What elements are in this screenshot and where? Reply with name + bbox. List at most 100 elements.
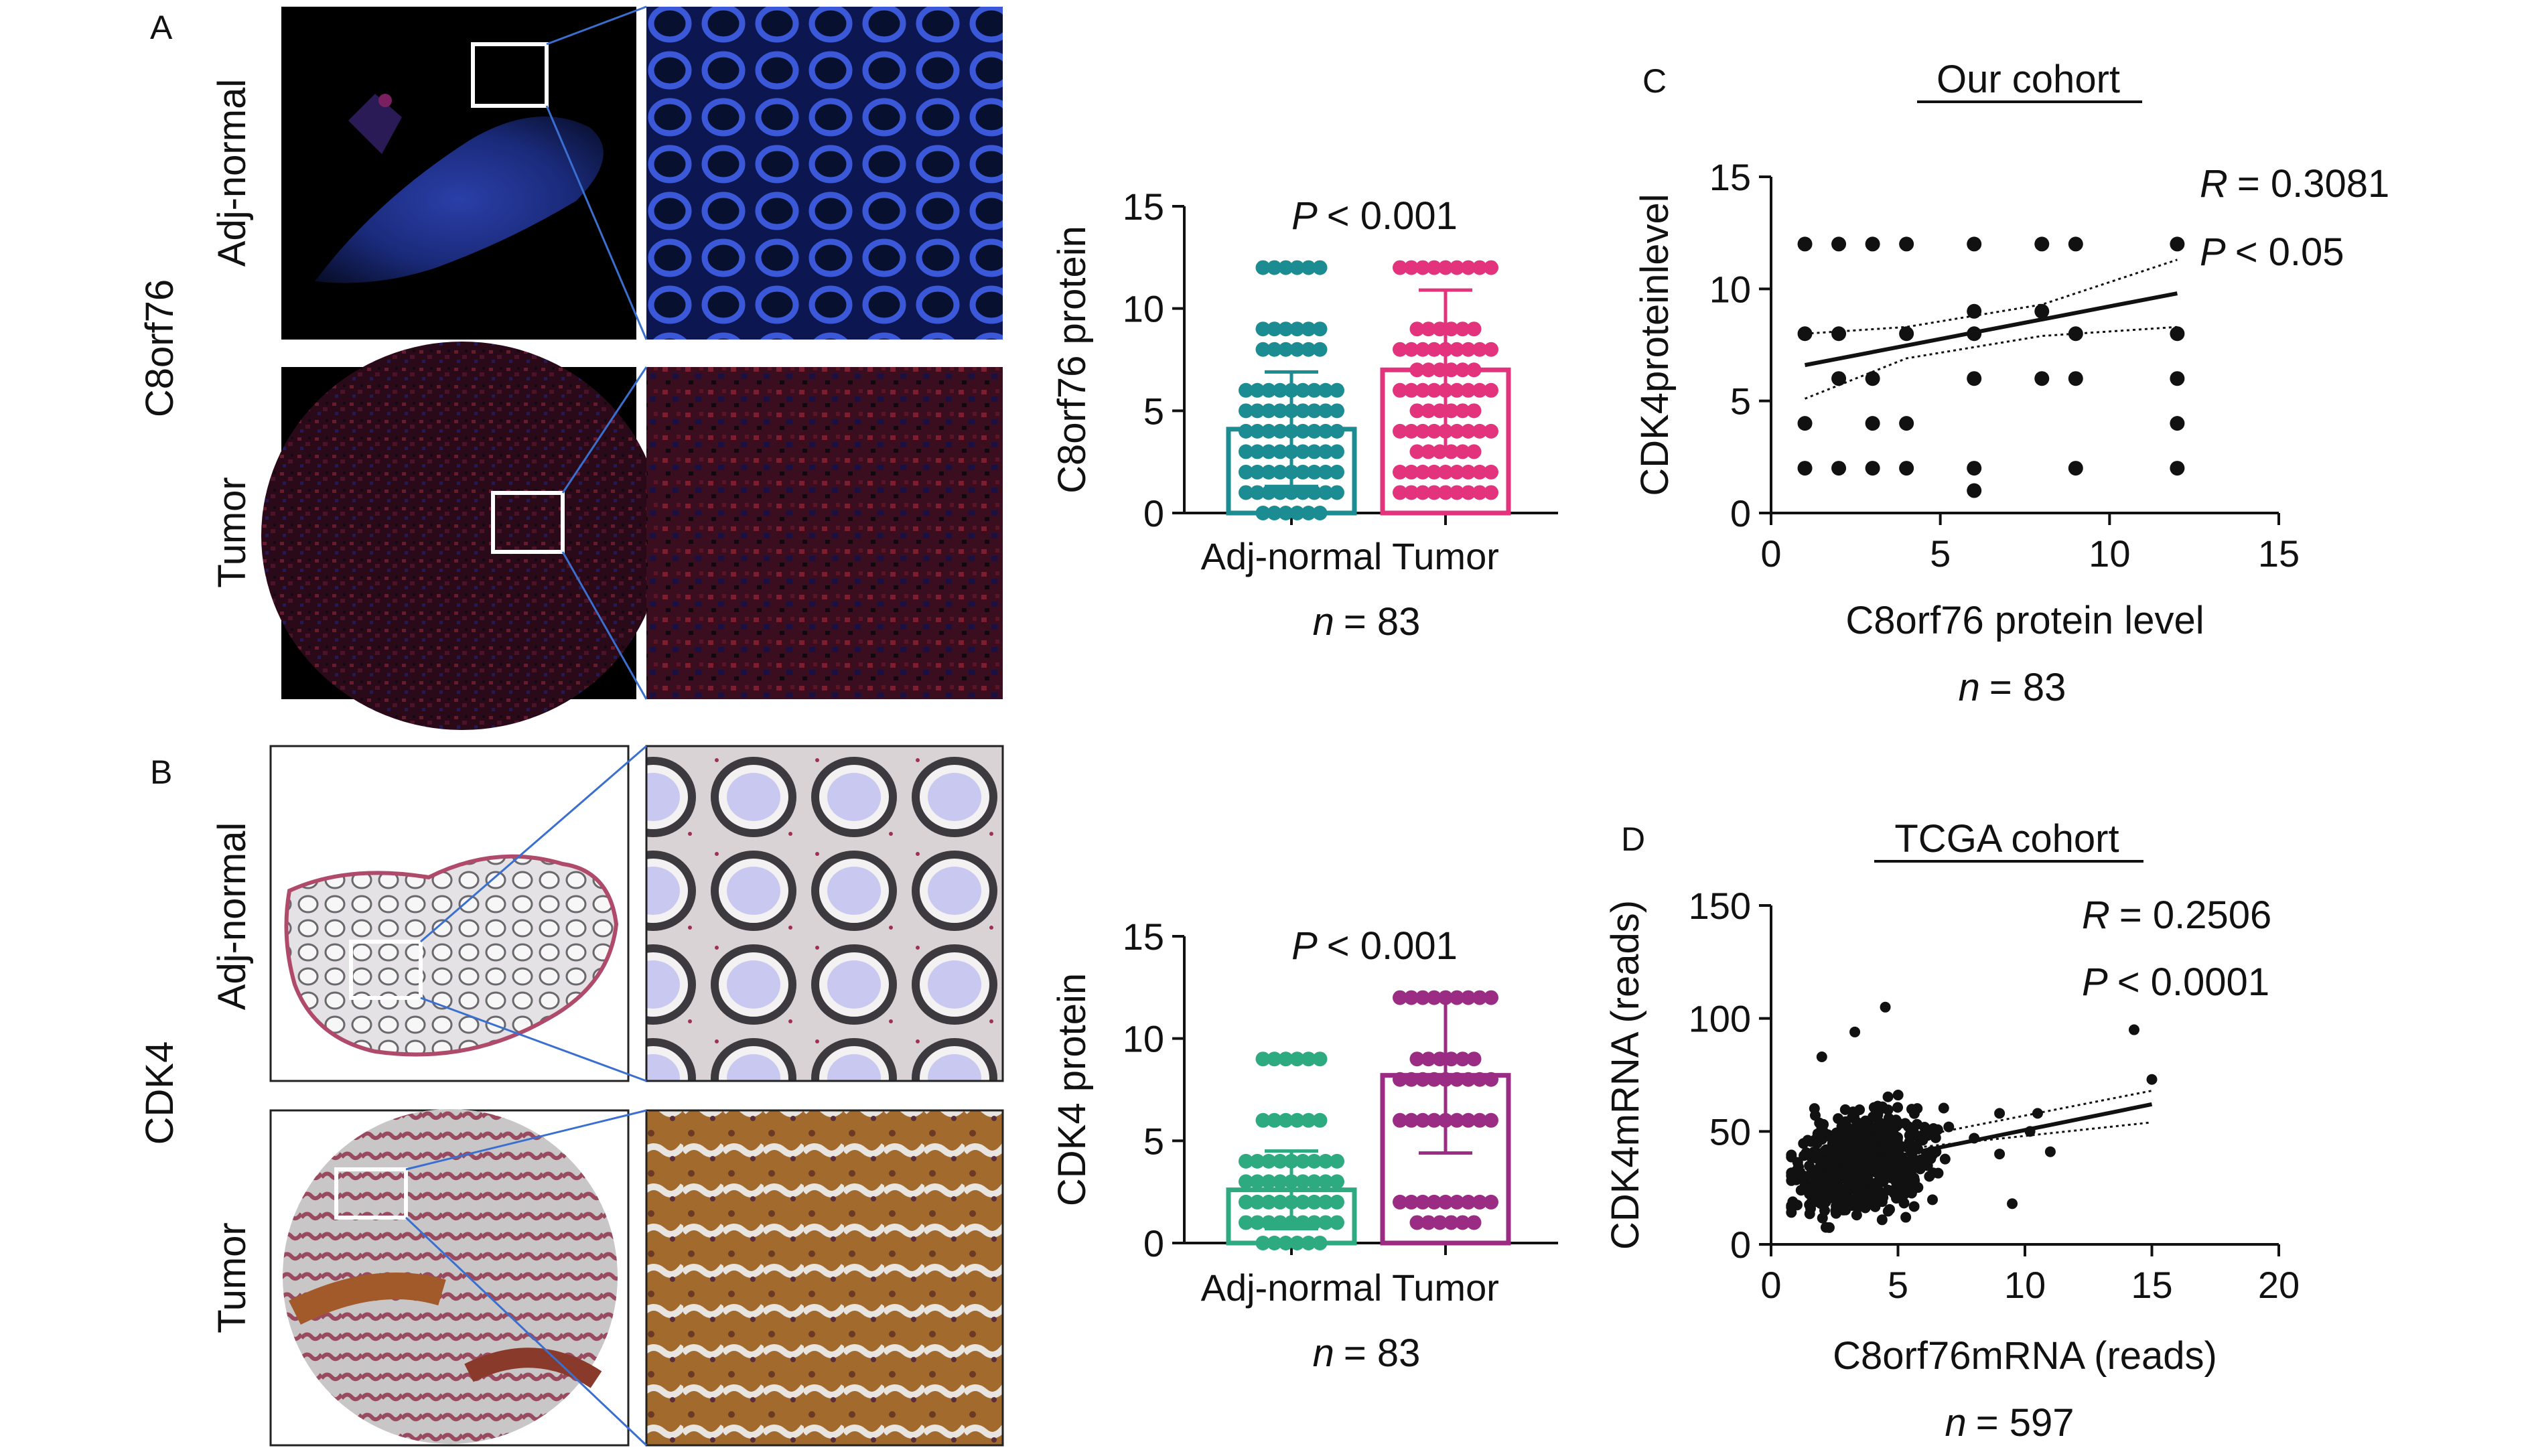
- data-point: [2034, 371, 2050, 386]
- data-point: [1892, 1090, 1904, 1101]
- data-point: [1330, 464, 1344, 480]
- y-tick-label: 10: [1123, 288, 1164, 330]
- data-point: [1404, 423, 1419, 439]
- panel-a-row-label-normal: Adj-normal: [210, 79, 254, 267]
- data-point: [1261, 1174, 1276, 1189]
- data-point: [1797, 416, 1813, 431]
- data-point: [1450, 342, 1464, 357]
- data-point: [1450, 1112, 1464, 1128]
- ci-lower-line: [1804, 325, 2178, 400]
- data-point: [1427, 260, 1441, 275]
- data-point: [1421, 403, 1436, 419]
- svg-text:R= 0.2506: R = 0.2506: [2082, 893, 2271, 937]
- data-point: [1318, 1174, 1333, 1189]
- data-point: [1466, 403, 1482, 419]
- data-point: [1307, 444, 1322, 459]
- data-point: [1261, 382, 1276, 398]
- data-point: [1880, 1141, 1891, 1152]
- y-tick-label: 10: [1709, 268, 1751, 310]
- data-point: [1877, 1161, 1888, 1172]
- data-point: [1330, 1215, 1344, 1230]
- data-point: [1318, 382, 1333, 398]
- data-point: [2170, 461, 2185, 476]
- data-point: [1450, 464, 1464, 480]
- data-point: [2068, 236, 2083, 252]
- data-point: [1318, 464, 1333, 480]
- data-point: [1255, 342, 1271, 357]
- data-point: [1307, 1215, 1322, 1230]
- data-point: [1930, 1132, 1941, 1143]
- panel-d-letter: D: [1621, 820, 1645, 858]
- panel-c-n-label: n: [1959, 666, 1980, 709]
- data-point: [1415, 464, 1430, 480]
- data-point: [1444, 362, 1459, 378]
- data-point: [1393, 464, 1407, 480]
- y-tick-label: 0: [1143, 1222, 1164, 1264]
- data-point: [1455, 1051, 1470, 1067]
- data-point: [1301, 1112, 1316, 1128]
- data-point: [1404, 1072, 1419, 1087]
- micrograph-a-tumor-zoom: [646, 367, 1003, 699]
- data-point: [1484, 1072, 1498, 1087]
- y-tick-label: 15: [1709, 156, 1751, 198]
- data-point: [1404, 382, 1419, 398]
- panel-d-stats: R = 0.2506 P < 0.0001 n = 597: [1945, 893, 2271, 1445]
- data-point: [1239, 382, 1253, 398]
- data-point: [1273, 423, 1287, 439]
- data-point: [1278, 342, 1293, 357]
- panel-b-row-label-tumor: Tumor: [210, 1222, 254, 1333]
- data-point: [1415, 260, 1430, 275]
- data-point: [1865, 461, 1880, 476]
- data-point: [1810, 1134, 1821, 1145]
- data-point: [1466, 444, 1482, 459]
- data-point: [1261, 485, 1276, 500]
- data-point: [2170, 371, 2185, 386]
- data-point: [1797, 236, 1813, 252]
- data-point: [1278, 260, 1293, 275]
- data-point: [1819, 1205, 1830, 1216]
- data-point: [1301, 260, 1316, 275]
- data-point: [1393, 260, 1407, 275]
- micrograph-b-tumor-overview: [269, 1109, 630, 1447]
- data-point: [1438, 485, 1453, 500]
- data-point: [1415, 1194, 1430, 1210]
- regression-line: [1804, 291, 2178, 368]
- data-point: [1261, 1215, 1276, 1230]
- bar-b-p-label: P: [1291, 924, 1318, 968]
- data-point: [1484, 1194, 1498, 1210]
- data-point: [1427, 382, 1441, 398]
- bar-b-stats: P < 0.001 n = 83: [1291, 924, 1458, 1375]
- ci-upper-line: [1805, 259, 2178, 335]
- data-point: [1427, 1194, 1441, 1210]
- data-point: [1899, 461, 1914, 476]
- data-point: [1261, 444, 1276, 459]
- data-point: [1427, 485, 1441, 500]
- data-point: [1484, 342, 1498, 357]
- bar-chart-c8orf76: 0 5 10 15 C8orf76 protein Adj-normal Tumor: [1050, 186, 1558, 577]
- data-point: [1239, 1194, 1253, 1210]
- data-point: [1816, 1051, 1827, 1063]
- x-axis-title: C8orf76mRNA (reads): [1833, 1334, 2217, 1378]
- data-point: [1472, 1112, 1487, 1128]
- bar-a-p-value: < 0.001: [1327, 194, 1458, 238]
- data-point: [1432, 1051, 1448, 1067]
- data-point: [1865, 236, 1880, 252]
- data-point: [1239, 1153, 1253, 1169]
- micrograph-a-tumor-overview: [261, 342, 663, 730]
- data-point: [1831, 1129, 1842, 1140]
- data-point: [1295, 1215, 1310, 1230]
- panel-c-p-label: P: [2200, 230, 2226, 274]
- data-point: [2170, 326, 2185, 342]
- data-point: [1273, 1194, 1287, 1210]
- data-point: [1295, 1153, 1310, 1169]
- svg-text:P< 0.0001: P < 0.0001: [2082, 960, 2269, 1004]
- x-tick-label: 0: [1760, 532, 1781, 575]
- data-point: [1415, 1112, 1430, 1128]
- data-point: [1239, 1215, 1253, 1230]
- data-point: [2068, 371, 2083, 386]
- data-point: [1250, 1153, 1265, 1169]
- panel-d-r-label: R: [2082, 893, 2110, 937]
- data-point: [1461, 1194, 1476, 1210]
- data-point: [1444, 321, 1459, 337]
- data-point: [1393, 1072, 1407, 1087]
